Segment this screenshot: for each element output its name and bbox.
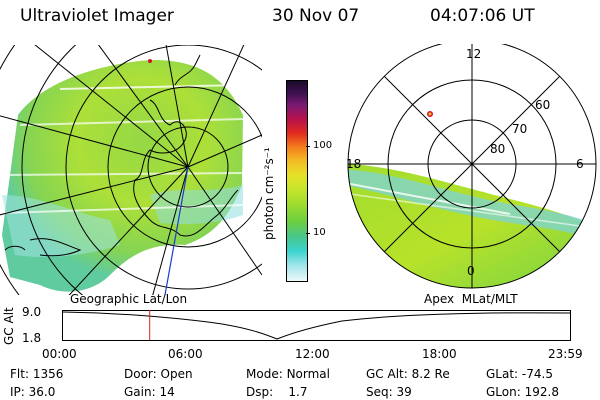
colorbar-tick-100: 100 [313, 140, 333, 151]
xtick-1200: 12:00 [295, 347, 330, 361]
satellite-track [164, 166, 189, 295]
magnetic-image-panel [347, 44, 597, 289]
geographic-caption: Geographic Lat/Lon [70, 292, 188, 306]
mlt-label-12: 12 [466, 47, 482, 61]
glat-readout: GLat: -74.5 [486, 367, 553, 381]
instrument-title: Ultraviolet Imager [20, 6, 174, 26]
gain-readout: Gain: 14 [124, 385, 175, 399]
altitude-ytick-9: 9.0 [22, 305, 42, 319]
xtick-0000: 00:00 [42, 347, 77, 361]
mlat-label-60: 60 [535, 98, 551, 112]
apex-caption: Apex MLat/MLT [424, 292, 518, 306]
mlt-label-18: 18 [346, 157, 362, 171]
altitude-curve [62, 311, 571, 340]
colorbar [286, 80, 308, 282]
mode-readout: Mode: Normal [246, 367, 330, 381]
date-label: 30 Nov 07 [272, 6, 360, 26]
mlat-label-80: 80 [490, 142, 506, 156]
colorbar-tick-10: 10 [313, 227, 326, 238]
xtick-0600: 06:00 [168, 347, 203, 361]
flt-readout: Flt: 1356 [10, 367, 64, 381]
mlt-label-6: 6 [576, 157, 584, 171]
seq-readout: Seq: 39 [366, 385, 412, 399]
altitude-plot [62, 310, 571, 341]
glon-readout: GLon: 192.8 [486, 385, 559, 399]
colorbar-unit-label: photon cm⁻²s⁻¹ [262, 147, 276, 240]
xtick-2359: 23:59 [548, 347, 583, 361]
altitude-ylabel: GC Alt [2, 307, 16, 345]
altitude-ytick-1-8: 1.8 [22, 331, 42, 345]
xtick-1800: 18:00 [422, 347, 457, 361]
mlat-label-70: 70 [512, 122, 528, 136]
ip-readout: IP: 36.0 [10, 385, 56, 399]
gcalt-readout: GC Alt: 8.2 Re [366, 367, 450, 381]
dsp-readout: Dsp: 1.7 [246, 385, 308, 399]
door-readout: Door: Open [124, 367, 193, 381]
geographic-image-panel [0, 45, 262, 295]
time-label: 04:07:06 UT [430, 6, 535, 26]
mlt-label-0: 0 [467, 264, 475, 278]
antarctica-outline [133, 99, 239, 237]
